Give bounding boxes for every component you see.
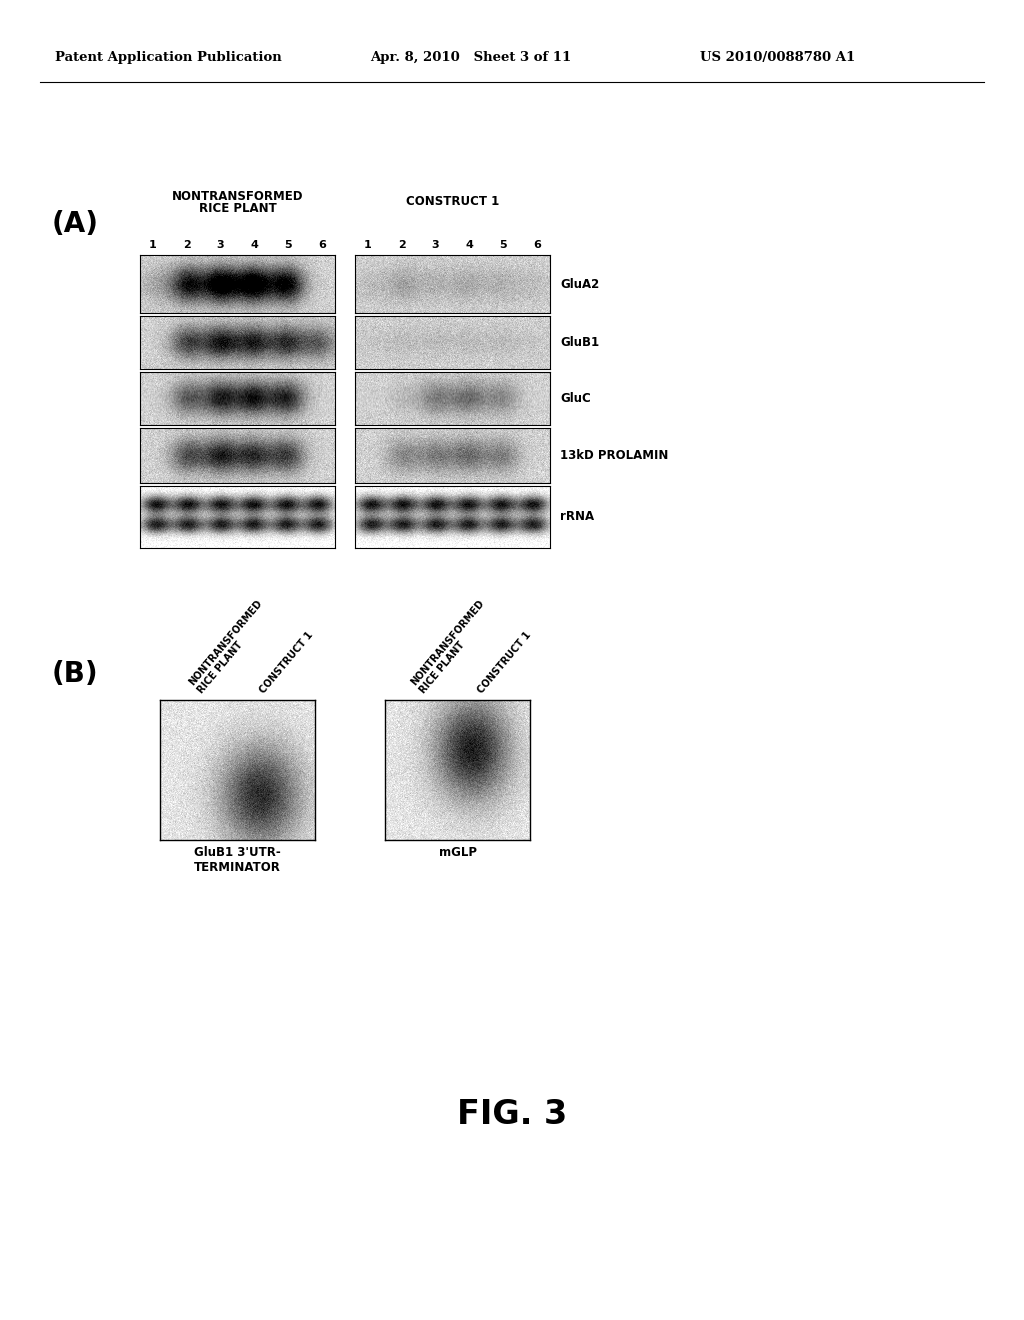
Text: CONSTRUCT 1: CONSTRUCT 1 bbox=[406, 195, 499, 209]
Text: US 2010/0088780 A1: US 2010/0088780 A1 bbox=[700, 51, 855, 65]
Text: (B): (B) bbox=[52, 660, 98, 688]
Text: 6: 6 bbox=[318, 240, 326, 249]
Text: rRNA: rRNA bbox=[560, 511, 594, 524]
Text: 13kD PROLAMIN: 13kD PROLAMIN bbox=[560, 449, 669, 462]
Text: NONTRANSFORMED
RICE PLANT: NONTRANSFORMED RICE PLANT bbox=[186, 598, 273, 696]
Text: Patent Application Publication: Patent Application Publication bbox=[55, 51, 282, 65]
Text: NONTRANSFORMED: NONTRANSFORMED bbox=[172, 190, 303, 203]
Text: mGLP: mGLP bbox=[438, 846, 476, 859]
Text: 1: 1 bbox=[150, 240, 157, 249]
Text: 4: 4 bbox=[251, 240, 258, 249]
Text: 3: 3 bbox=[217, 240, 224, 249]
Text: 5: 5 bbox=[285, 240, 292, 249]
Text: NONTRANSFORMED
RICE PLANT: NONTRANSFORMED RICE PLANT bbox=[409, 598, 495, 696]
Text: 3: 3 bbox=[432, 240, 439, 249]
Text: 2: 2 bbox=[183, 240, 190, 249]
Text: 6: 6 bbox=[534, 240, 541, 249]
Text: RICE PLANT: RICE PLANT bbox=[199, 202, 276, 215]
Text: GluC: GluC bbox=[560, 392, 591, 405]
Text: GluA2: GluA2 bbox=[560, 277, 599, 290]
Text: 1: 1 bbox=[365, 240, 372, 249]
Text: GluB1: GluB1 bbox=[560, 337, 599, 348]
Text: 2: 2 bbox=[398, 240, 406, 249]
Text: FIG. 3: FIG. 3 bbox=[457, 1098, 567, 1131]
Text: Apr. 8, 2010   Sheet 3 of 11: Apr. 8, 2010 Sheet 3 of 11 bbox=[370, 51, 571, 65]
Text: (A): (A) bbox=[52, 210, 99, 238]
Text: 4: 4 bbox=[466, 240, 473, 249]
Text: 5: 5 bbox=[500, 240, 507, 249]
Text: CONSTRUCT 1: CONSTRUCT 1 bbox=[476, 630, 534, 696]
Text: CONSTRUCT 1: CONSTRUCT 1 bbox=[258, 630, 315, 696]
Text: GluB1 3'UTR-
TERMINATOR: GluB1 3'UTR- TERMINATOR bbox=[195, 846, 281, 874]
